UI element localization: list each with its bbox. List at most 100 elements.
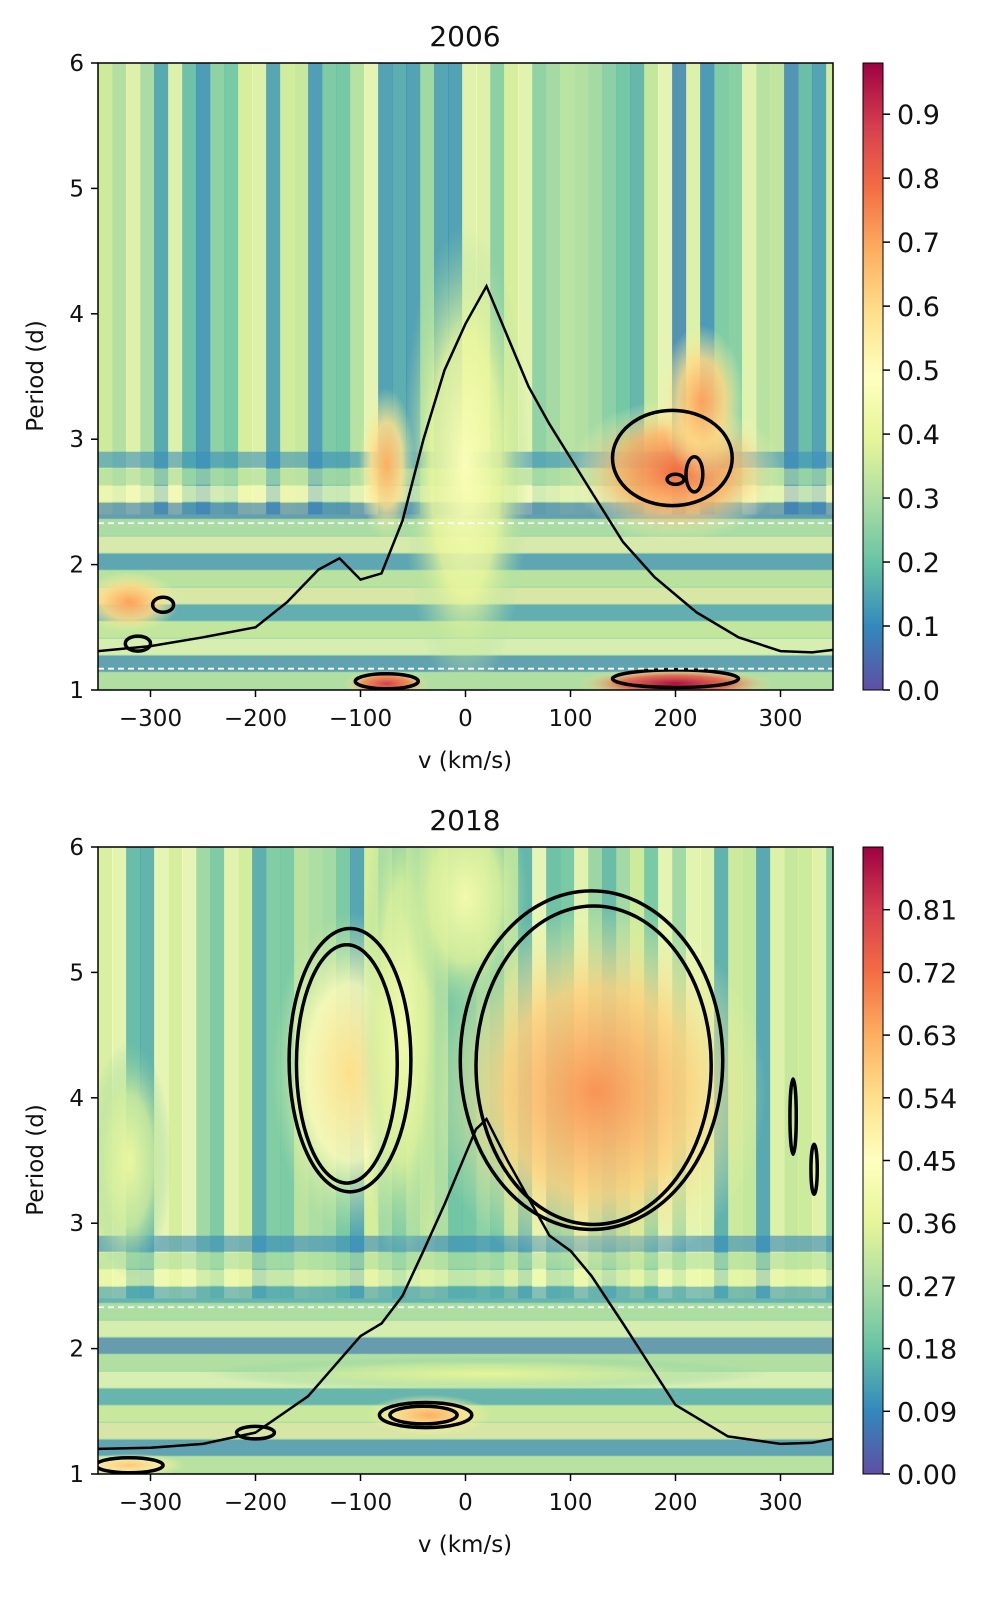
heatmap-band <box>98 1320 833 1337</box>
heatmap-streak <box>630 63 645 515</box>
heatmap-streak <box>210 63 225 515</box>
x-tick-label: −200 <box>224 1490 287 1516</box>
y-tick-label: 6 <box>69 51 84 77</box>
heatmap-streak <box>238 847 253 1299</box>
x-tick-label: 0 <box>458 706 473 732</box>
x-tick-label: −100 <box>329 706 392 732</box>
contour-line <box>809 1142 819 1197</box>
heatmap-streak <box>112 63 127 515</box>
y-tick-label: 2 <box>69 553 84 579</box>
line-profile <box>98 283 833 654</box>
heatmap-streak <box>560 63 575 515</box>
contour-line <box>234 1424 277 1441</box>
colorbar-tick-label: 0.27 <box>897 1272 957 1303</box>
y-tick-label: 3 <box>69 1211 84 1237</box>
heatmap-streak <box>826 63 833 515</box>
heatmap-band <box>98 1286 833 1303</box>
heatmap-streak <box>294 63 309 515</box>
heatmap-hotspot <box>359 847 446 1277</box>
heatmap-band <box>98 1303 833 1320</box>
heatmap-streak <box>812 63 827 515</box>
heatmap-band <box>98 1439 833 1456</box>
heatmap-streak <box>798 847 813 1299</box>
contour-line <box>353 671 420 690</box>
heatmap-band <box>98 1252 833 1269</box>
y-axis: 1 2 3 4 5 6 <box>69 51 98 704</box>
contour-line <box>377 1400 474 1430</box>
y-tick-label: 3 <box>69 427 84 453</box>
x-tick-label: 200 <box>654 1490 698 1516</box>
y-tick-label: 4 <box>69 302 84 328</box>
heatmap-area <box>98 63 833 690</box>
y-axis-label: Period (d) <box>23 1104 49 1216</box>
x-tick-label: 100 <box>549 706 593 732</box>
x-tick-label: −200 <box>224 706 287 732</box>
x-tick-label: −300 <box>119 706 182 732</box>
x-axis: −300 −200 −100 0 100 200 300 <box>119 1474 802 1516</box>
colorbar-tick-label: 0.54 <box>897 1084 957 1115</box>
contour-line <box>610 408 734 508</box>
y-tick-label: 4 <box>69 1086 84 1112</box>
heatmap-hotspot <box>401 227 530 690</box>
heatmap-streak <box>616 63 631 515</box>
heatmap-band <box>98 1235 833 1252</box>
colorbar-tick-label: 0.9 <box>897 100 940 131</box>
colorbar-tick-label: 0.5 <box>897 356 940 387</box>
heatmap-streak <box>784 847 799 1299</box>
x-tick-label: 200 <box>654 706 698 732</box>
colorbar-tick-label: 0.45 <box>897 1147 957 1178</box>
x-tick-label: 0 <box>458 1490 473 1516</box>
colorbar-ticks <box>883 113 890 691</box>
heatmap-streak <box>322 63 337 515</box>
y-tick-label: 5 <box>69 176 84 202</box>
heatmap-streak <box>336 63 351 515</box>
heatmap-streak <box>252 63 267 515</box>
heatmap-hotspot <box>98 1042 173 1279</box>
heatmap-bands <box>98 1235 833 1473</box>
heatmap-hotspot <box>358 388 416 541</box>
heatmap-streak <box>140 63 155 515</box>
heatmap-streak <box>602 63 617 515</box>
heatmap-streak <box>588 63 603 515</box>
contour-line <box>458 889 725 1232</box>
line-profile <box>98 1117 833 1451</box>
heatmap-streak <box>210 847 225 1299</box>
heatmap-streak <box>280 63 295 515</box>
heatmap-streak <box>770 847 785 1299</box>
y-tick-label: 1 <box>69 678 84 704</box>
y-axis-label: Period (d) <box>23 320 49 432</box>
colorbar-tick-label: 0.3 <box>897 484 940 515</box>
colorbar-tick-label: 0.18 <box>897 1335 957 1366</box>
heatmap-streak <box>308 63 323 515</box>
colorbar-tick-label: 0.4 <box>897 420 940 451</box>
heatmap-streak <box>98 63 113 515</box>
y-tick-label: 2 <box>69 1337 84 1363</box>
heatmap-streak <box>784 63 799 515</box>
colorbar-tick-label: 0.8 <box>897 164 940 195</box>
panel-2006: 2006 −300 −200 −100 0 100 200 300 1 2 3 … <box>23 20 940 774</box>
contour-line <box>150 595 176 615</box>
colorbar-tick-label: 0.81 <box>897 896 957 927</box>
colorbar-tick-label: 0.00 <box>897 1460 957 1491</box>
heatmap-streak <box>798 63 813 515</box>
contour-line <box>610 668 741 690</box>
heatmap-streak <box>574 63 589 515</box>
contour-line <box>388 1404 459 1426</box>
y-tick-label: 6 <box>69 835 84 861</box>
heatmap-streak <box>154 63 169 515</box>
y-tick-label: 1 <box>69 1462 84 1488</box>
colorbar-gradient <box>862 846 884 1475</box>
x-tick-label: −100 <box>329 1490 392 1516</box>
contour-line <box>123 634 153 653</box>
colorbar-tick-label: 0.09 <box>897 1397 957 1428</box>
heatmap-streak <box>826 847 833 1299</box>
contour-lines <box>98 889 819 1474</box>
heatmap-streak <box>224 63 239 515</box>
heatmap-streak <box>350 63 365 515</box>
y-tick-label: 5 <box>69 960 84 986</box>
colorbar-tick-label: 0.6 <box>897 292 940 323</box>
x-axis-label: v (km/s) <box>418 748 512 774</box>
contour-line <box>788 1077 798 1156</box>
heatmap-hotspot <box>98 571 180 633</box>
